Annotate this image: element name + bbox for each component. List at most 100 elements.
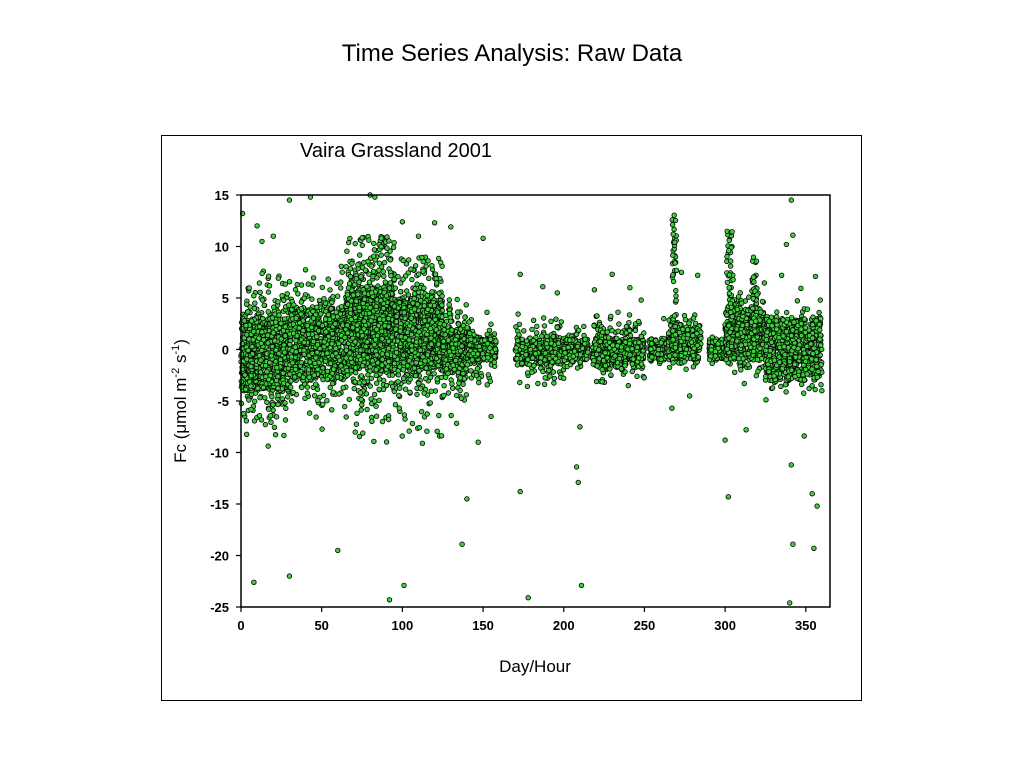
data-point (338, 363, 344, 369)
data-point (411, 291, 418, 297)
data-point (379, 351, 386, 357)
data-point (438, 433, 445, 439)
data-point (266, 406, 272, 412)
data-point (371, 391, 378, 398)
data-point (542, 375, 548, 381)
data-point (280, 328, 287, 334)
data-point (314, 304, 320, 310)
data-point (289, 306, 295, 313)
data-point (538, 355, 544, 361)
data-point (361, 318, 367, 324)
data-point (364, 406, 370, 413)
data-point (450, 385, 456, 391)
data-point (434, 376, 440, 382)
data-point (423, 263, 429, 269)
data-point (396, 405, 402, 411)
data-point (364, 283, 370, 290)
data-point (272, 338, 278, 344)
data-point (449, 381, 455, 387)
data-point (287, 341, 293, 348)
data-point (439, 302, 445, 308)
data-point (296, 372, 303, 378)
data-point (343, 355, 349, 361)
data-point (378, 243, 384, 250)
data-point (394, 338, 401, 344)
data-point (436, 412, 442, 419)
data-point (292, 374, 298, 380)
data-point (379, 418, 386, 425)
data-point (328, 306, 334, 312)
data-point (262, 395, 268, 401)
data-point (306, 374, 312, 380)
data-point (286, 279, 293, 285)
data-point (327, 360, 334, 367)
data-point (541, 381, 548, 387)
data-point (357, 390, 364, 396)
data-point (389, 372, 396, 378)
data-point (324, 398, 330, 404)
data-point (301, 351, 307, 357)
data-point (311, 372, 317, 378)
data-point (574, 365, 581, 371)
data-point (428, 388, 434, 394)
data-point (342, 403, 348, 410)
data-point (351, 385, 357, 392)
data-point (366, 279, 373, 285)
data-point (264, 351, 270, 357)
data-point (525, 356, 531, 363)
data-point (551, 375, 558, 382)
data-point (290, 389, 296, 396)
data-point (269, 394, 275, 400)
data-point (487, 345, 493, 351)
data-point (441, 322, 448, 328)
data-point (319, 426, 325, 432)
data-point (315, 328, 322, 334)
data-point (396, 392, 402, 399)
data-point (275, 392, 281, 399)
data-point (421, 303, 427, 309)
data-point (553, 316, 559, 322)
data-point (265, 309, 271, 315)
data-point (513, 345, 519, 351)
data-point (386, 416, 392, 423)
data-point (350, 325, 356, 331)
data-point (416, 368, 422, 374)
data-point (514, 362, 521, 368)
data-point (257, 289, 263, 295)
data-point (312, 381, 319, 387)
data-point (248, 383, 254, 389)
data-point (397, 385, 403, 391)
data-point (519, 343, 525, 350)
data-point (309, 296, 315, 302)
data-point (416, 271, 422, 277)
data-point (377, 316, 383, 322)
data-point (358, 347, 364, 353)
data-point (373, 403, 379, 409)
data-point (396, 299, 403, 306)
data-point (314, 349, 320, 356)
data-point (248, 406, 254, 413)
data-point (401, 310, 407, 316)
data-point (348, 316, 354, 323)
data-point (358, 357, 364, 363)
data-point (359, 363, 366, 369)
data-point (275, 385, 281, 391)
slide-title: Time Series Analysis: Raw Data (341, 40, 683, 67)
data-point (312, 393, 318, 399)
data-point (353, 370, 359, 376)
data-point (424, 411, 430, 417)
data-point (358, 396, 364, 403)
data-point (344, 292, 351, 298)
data-point (322, 300, 329, 306)
data-point (355, 291, 361, 297)
data-point (258, 357, 264, 363)
data-point (414, 301, 421, 307)
data-point (373, 413, 380, 419)
data-point (344, 322, 350, 328)
data-point (411, 295, 417, 302)
data-point (554, 324, 560, 330)
data-point (427, 400, 433, 406)
data-point (400, 375, 407, 382)
data-point (476, 379, 482, 386)
